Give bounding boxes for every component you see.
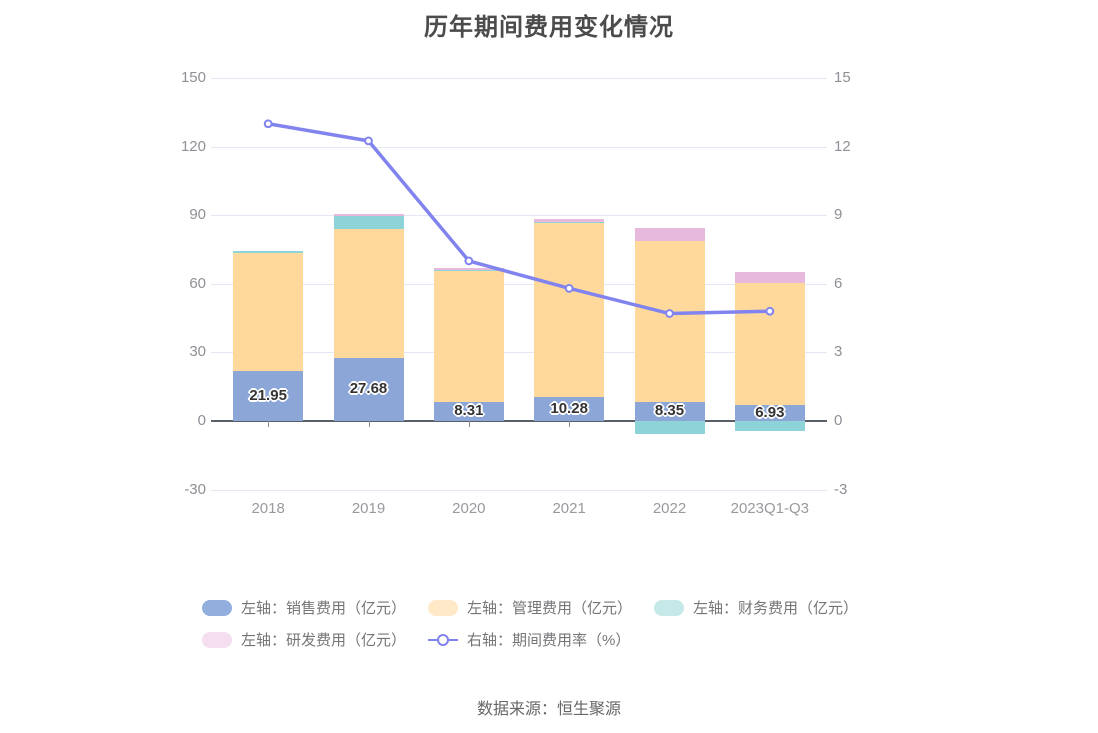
gridline — [211, 146, 827, 148]
right-axis-tick-label: 3 — [834, 343, 843, 361]
legend-item-label: 左轴：研发费用（亿元） — [241, 632, 407, 649]
line-data-point — [765, 306, 775, 316]
legend-item-management[interactable]: 左轴：管理费用（亿元） — [428, 599, 633, 617]
legend-swatch-icon — [428, 599, 459, 616]
gridline — [211, 78, 827, 79]
right-axis-tick-label: 6 — [834, 274, 843, 292]
left-axis-tick-label: 60 — [189, 274, 206, 292]
bar-segment-financial — [233, 251, 304, 253]
bar-segment-sales — [233, 370, 304, 421]
left-axis-tick-label: 30 — [189, 343, 206, 361]
bar-segment-rd — [634, 228, 705, 241]
bar-segment-sales — [534, 397, 605, 421]
x-axis-category-label: 2022 — [652, 500, 687, 517]
x-axis-category-label: 2020 — [452, 500, 486, 517]
bar-value-label: 27.68 — [349, 380, 388, 398]
bar-segment-management — [534, 223, 605, 398]
bar-segment-management — [233, 252, 304, 371]
bar-value-label: 21.95 — [249, 386, 287, 404]
right-axis-tick-label: 9 — [834, 206, 843, 224]
legend-item-rate[interactable]: 右轴：期间费用率（%） — [428, 631, 631, 649]
chart-title: 历年期间费用变化情况 — [424, 14, 674, 41]
bar-segment-financial — [634, 421, 705, 435]
bar-value-label: 10.28 — [550, 400, 588, 418]
right-axis-tick-label: -3 — [834, 480, 848, 498]
bar-segment-financial — [333, 215, 404, 230]
bar-segment-sales — [634, 401, 705, 421]
bar-segment-management — [333, 229, 404, 358]
legend-line-marker-icon — [428, 632, 459, 648]
left-axis-tick-label: 150 — [180, 69, 206, 86]
legend-swatch-icon — [202, 631, 232, 648]
x-axis-line — [211, 420, 827, 422]
bar-segment-sales — [734, 405, 805, 421]
legend-item-rd[interactable]: 左轴：研发费用（亿元） — [202, 631, 407, 649]
gridline — [211, 215, 827, 217]
legend-item-label: 左轴：销售费用（亿元） — [241, 600, 407, 617]
bar-value-label: 8.31 — [454, 402, 484, 420]
legend-swatch-icon — [654, 599, 685, 616]
right-axis-tick-label: 12 — [834, 137, 851, 155]
x-axis-tick — [268, 421, 270, 427]
bar-segment-financial — [734, 421, 805, 431]
legend-item-label: 左轴：财务费用（亿元） — [693, 600, 859, 617]
line-data-point — [665, 309, 674, 318]
x-axis-tick — [468, 421, 470, 427]
line-data-point — [564, 283, 574, 293]
bar-value-label: 6.93 — [755, 404, 785, 422]
bar-segment-sales — [333, 357, 404, 421]
legend-item-financial[interactable]: 左轴：财务费用（亿元） — [654, 599, 859, 617]
legend-item-sales[interactable]: 左轴：销售费用（亿元） — [202, 599, 407, 617]
bar-segment-rd — [333, 214, 404, 216]
left-axis-tick-label: 0 — [197, 412, 206, 429]
left-axis-tick-label: -30 — [184, 480, 206, 498]
legend-item-label: 右轴：期间费用率（%） — [467, 632, 631, 649]
x-axis-tick — [368, 421, 370, 427]
bar-segment-rd — [433, 267, 504, 271]
data-source: 数据来源：恒生聚源 — [476, 701, 621, 718]
x-axis-tick — [569, 421, 571, 427]
line-data-point — [464, 256, 474, 266]
legend: 左轴：销售费用（亿元） 左轴：管理费用（亿元） 左轴：财务费用（亿元） 左轴：研发费用… — [202, 599, 902, 649]
bar-segment-management — [634, 240, 705, 402]
right-axis-tick-label: 0 — [834, 412, 843, 429]
x-axis-category-label: 2019 — [351, 500, 386, 517]
bar-segment-sales — [433, 401, 504, 421]
bar-value-label: 8.35 — [654, 402, 685, 420]
bar-segment-financial — [433, 270, 504, 272]
gridline — [211, 489, 827, 491]
legend-item-label: 左轴：管理费用（亿元） — [467, 600, 633, 617]
legend-swatch-icon — [202, 599, 232, 616]
line-data-point — [263, 119, 273, 129]
bar-segment-rd — [534, 218, 605, 222]
bar-segment-financial — [534, 221, 605, 223]
bar-segment-management — [734, 283, 805, 406]
left-axis-tick-label: 90 — [189, 206, 206, 224]
gridline — [211, 283, 827, 285]
left-axis-tick-label: 120 — [180, 137, 206, 155]
x-axis-category-label: 2018 — [251, 500, 285, 517]
x-axis-category-label: 2021 — [552, 500, 586, 517]
bar-segment-management — [433, 271, 504, 402]
line-data-point — [364, 136, 373, 146]
x-axis-category-label: 2023Q1-Q3 — [730, 500, 810, 517]
bar-segment-rd — [734, 271, 805, 284]
gridline — [211, 352, 827, 354]
right-axis-tick-label: 15 — [834, 69, 851, 86]
